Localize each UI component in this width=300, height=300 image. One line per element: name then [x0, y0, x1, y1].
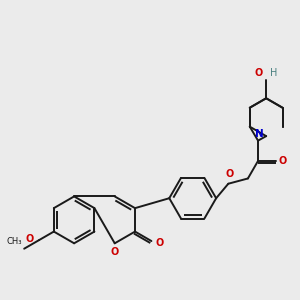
Text: H: H	[270, 68, 277, 77]
Text: O: O	[254, 68, 262, 78]
Text: O: O	[25, 234, 34, 244]
Text: O: O	[111, 247, 119, 257]
Text: O: O	[155, 238, 163, 248]
Text: N: N	[255, 129, 263, 139]
Text: CH₃: CH₃	[6, 237, 22, 246]
Text: O: O	[225, 169, 233, 179]
Text: O: O	[279, 156, 287, 166]
